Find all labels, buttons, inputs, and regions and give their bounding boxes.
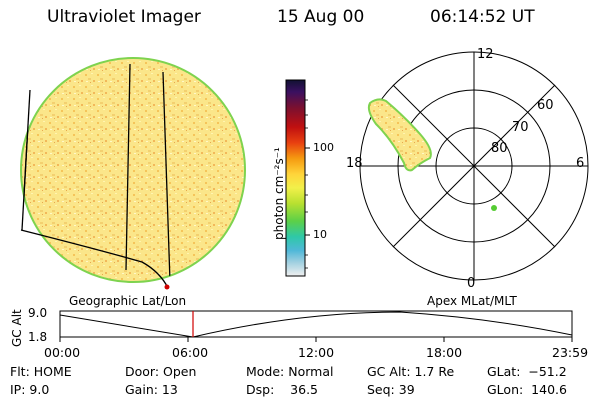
seq-field: Seq: 39 <box>367 382 415 397</box>
instrument-title: Ultraviolet Imager <box>47 7 201 27</box>
time-tick-1800: 18:00 <box>426 345 463 360</box>
latitude-line <box>20 229 169 289</box>
glat-field: GLat: −51.2 <box>487 364 567 379</box>
mlt-label-0: 0 <box>467 276 476 291</box>
mode-field: Mode: Normal <box>246 364 334 379</box>
auroral-oval <box>367 98 432 172</box>
time-tick-1200: 12:00 <box>298 345 335 360</box>
earth-disk-image <box>20 57 246 290</box>
gain-field: Gain: 13 <box>125 382 178 397</box>
mlt-label-12: 12 <box>477 47 494 62</box>
mlat-label-80: 80 <box>491 141 508 156</box>
ip-field: IP: 9.0 <box>10 382 50 397</box>
door-field: Door: Open <box>125 364 197 379</box>
flight-field: Flt: HOME <box>10 364 72 379</box>
longitude-line <box>125 63 131 271</box>
colorbar-tick-100: 100 <box>313 141 334 154</box>
polar-plot <box>359 51 589 281</box>
altitude-ytick-max: 9.0 <box>28 306 48 320</box>
mlat-label-70: 70 <box>512 120 529 135</box>
time-tick-2359: 23:59 <box>552 345 589 360</box>
mlt-label-6: 6 <box>576 156 585 171</box>
subsatellite-marker <box>164 284 170 290</box>
mlt-label-18: 18 <box>346 156 363 171</box>
time-tick-0000: 00:00 <box>44 345 81 360</box>
altitude-plot <box>59 310 573 342</box>
colorbar-unit-label: photon cm⁻²s⁻¹ <box>272 147 286 240</box>
glon-field: GLon: 140.6 <box>487 382 567 397</box>
colorbar-tick-10: 10 <box>313 228 327 241</box>
satellite-footprint-marker <box>491 205 497 211</box>
mlat-label-60: 60 <box>537 98 554 113</box>
colorbar <box>285 79 310 277</box>
time-label: 06:14:52 UT <box>430 7 535 27</box>
altitude-ylabel: GC Alt <box>10 309 24 347</box>
date-label: 15 Aug 00 <box>277 7 365 27</box>
left-panel-title: Geographic Lat/Lon <box>69 294 187 308</box>
longitude-line <box>162 71 171 282</box>
time-tick-0600: 06:00 <box>172 345 209 360</box>
altitude-ytick-min: 1.8 <box>28 330 48 344</box>
right-panel-title: Apex MLat/MLT <box>427 294 517 308</box>
dsp-field: Dsp: 36.5 <box>246 382 319 397</box>
gc-alt-field: GC Alt: 1.7 Re <box>367 364 455 379</box>
